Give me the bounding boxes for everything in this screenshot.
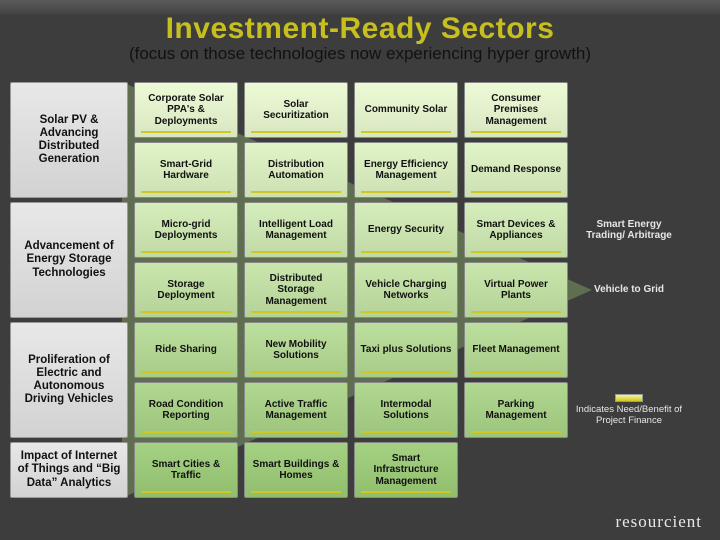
- row-label-2: Proliferation of Electric and Autonomous…: [10, 322, 128, 438]
- matrix-cell: Smart Infrastructure Management: [354, 442, 458, 498]
- matrix-cell: Community Solar: [354, 82, 458, 138]
- matrix-cell: Smart Buildings & Homes: [244, 442, 348, 498]
- matrix-cell: Distributed Storage Management: [244, 262, 348, 318]
- legend-text: Indicates Need/Benefit of Project Financ…: [574, 405, 684, 427]
- matrix-cell: Vehicle Charging Networks: [354, 262, 458, 318]
- matrix-cell: Smart Cities & Traffic: [134, 442, 238, 498]
- legend: Indicates Need/Benefit of Project Financ…: [574, 382, 684, 438]
- row-label-0: Solar PV & Advancing Distributed Generat…: [10, 82, 128, 198]
- matrix-cell: Corporate Solar PPA's & Deployments: [134, 82, 238, 138]
- matrix-cell: Storage Deployment: [134, 262, 238, 318]
- matrix-cell: Intermodal Solutions: [354, 382, 458, 438]
- matrix-cell: Energy Efficiency Management: [354, 142, 458, 198]
- matrix-cell: Micro-grid Deployments: [134, 202, 238, 258]
- side-cell: Vehicle to Grid: [574, 262, 684, 318]
- content-area: Solar PV & Advancing Distributed Generat…: [10, 82, 710, 512]
- matrix-cell: Consumer Premises Management: [464, 82, 568, 138]
- side-cell: Smart Energy Trading/ Arbitrage: [574, 202, 684, 258]
- matrix-cell: New Mobility Solutions: [244, 322, 348, 378]
- matrix-cell: Smart-Grid Hardware: [134, 142, 238, 198]
- matrix-cell: Smart Devices & Appliances: [464, 202, 568, 258]
- matrix-cell: Active Traffic Management: [244, 382, 348, 438]
- matrix-cell: Intelligent Load Management: [244, 202, 348, 258]
- matrix-cell: Demand Response: [464, 142, 568, 198]
- row-label-1: Advancement of Energy Storage Technologi…: [10, 202, 128, 318]
- page-title: Investment-Ready Sectors: [0, 12, 720, 46]
- matrix-cell: Distribution Automation: [244, 142, 348, 198]
- matrix-cell: Virtual Power Plants: [464, 262, 568, 318]
- brand-logo: resourcient: [615, 512, 702, 532]
- matrix-cell: Road Condition Reporting: [134, 382, 238, 438]
- matrix-cell: Fleet Management: [464, 322, 568, 378]
- matrix-cell: Parking Management: [464, 382, 568, 438]
- matrix-cell: Energy Security: [354, 202, 458, 258]
- page-subtitle: (focus on those technologies now experie…: [0, 44, 720, 64]
- row-label-3: Impact of Internet of Things and “Big Da…: [10, 442, 128, 498]
- matrix-grid: Solar PV & Advancing Distributed Generat…: [10, 82, 710, 498]
- matrix-cell: Taxi plus Solutions: [354, 322, 458, 378]
- legend-swatch: [615, 394, 643, 402]
- matrix-cell: Ride Sharing: [134, 322, 238, 378]
- matrix-cell: Solar Securitization: [244, 82, 348, 138]
